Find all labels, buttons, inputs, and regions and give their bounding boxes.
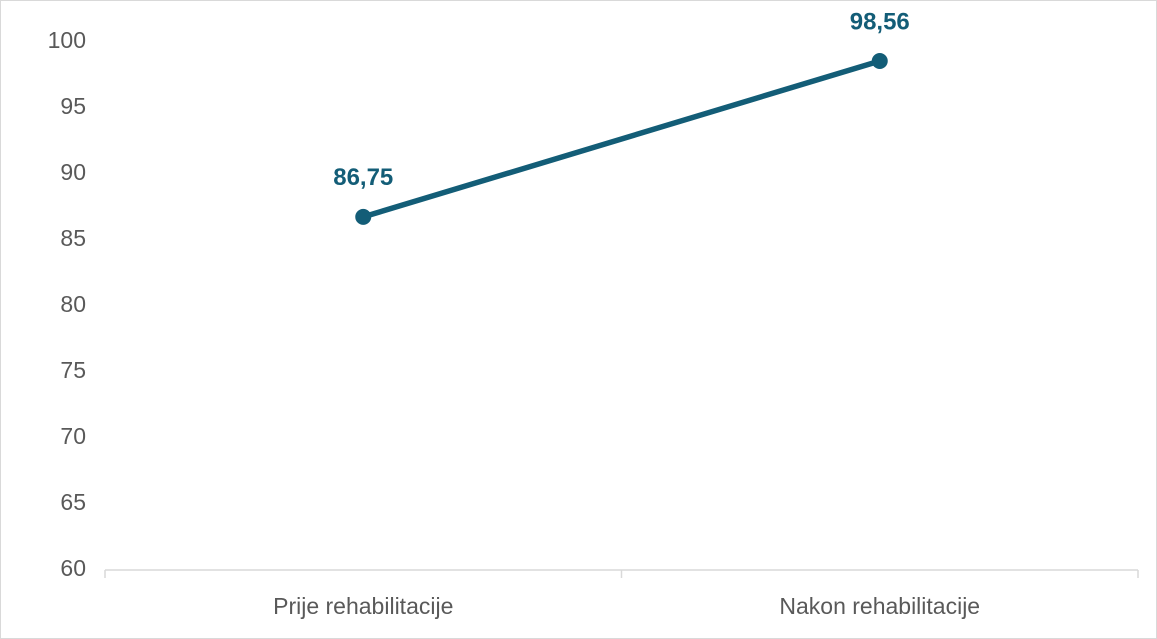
y-tick-label: 60 [60, 555, 86, 581]
value-label: 98,56 [850, 8, 910, 35]
y-tick-label: 90 [60, 159, 86, 185]
y-tick-label: 80 [60, 291, 86, 317]
line [360, 58, 883, 220]
y-tick-label: 100 [48, 27, 86, 53]
y-tick-label: 85 [60, 225, 86, 251]
y-tick-label: 70 [60, 423, 86, 449]
x-tick-label: Nakon rehabilitacije [779, 593, 980, 619]
x-tick-label: Prije rehabilitacije [273, 593, 453, 619]
point [355, 208, 372, 225]
y-tick-label: 65 [60, 489, 86, 515]
y-tick-label: 95 [60, 93, 86, 119]
point [871, 53, 888, 70]
y-tick-label: 75 [60, 357, 86, 383]
value-label: 86,75 [333, 164, 393, 191]
